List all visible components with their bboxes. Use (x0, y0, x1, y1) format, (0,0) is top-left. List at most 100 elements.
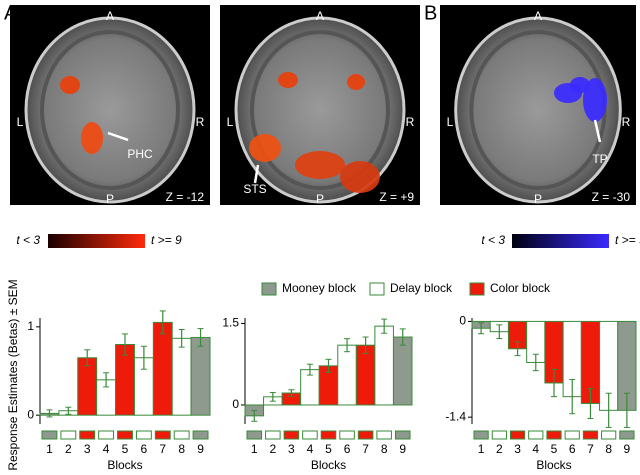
x-axis-label: Blocks (536, 458, 571, 472)
x-tick-label: 2 (496, 442, 503, 456)
x-tick-label: 5 (122, 442, 129, 456)
block-strip (41, 430, 58, 440)
colorbar-low: t < 3 (16, 233, 40, 247)
legend-label: Color block (490, 281, 551, 295)
block-strip (473, 430, 489, 440)
block-strip (582, 430, 599, 440)
x-tick-label: 2 (269, 442, 276, 456)
bar (392, 336, 413, 406)
bar (171, 337, 192, 416)
legend-label: Delay block (390, 281, 453, 295)
block-strip (357, 430, 374, 440)
x-tick-label: 7 (362, 442, 369, 456)
bar (152, 321, 173, 416)
activation (249, 134, 281, 162)
orientation-label: R (622, 115, 631, 129)
block-strip (601, 430, 617, 440)
colorbar-low: t < 3 (481, 233, 505, 247)
block-strip (173, 430, 190, 440)
x-tick-label: 9 (624, 442, 631, 456)
activation (340, 161, 380, 193)
orientation-label: R (196, 115, 205, 129)
block-strip (246, 430, 263, 440)
slice-label: Z = +9 (379, 190, 414, 204)
brain-outline (24, 16, 196, 204)
block-strip (509, 430, 526, 440)
x-tick-label: 2 (65, 442, 72, 456)
brain-outline (454, 16, 622, 204)
colorbar-high: t >= 9 (151, 233, 182, 247)
activation (81, 122, 103, 154)
y-tick-label: 0 (232, 397, 239, 411)
block-strip (192, 430, 209, 440)
x-tick-label: 8 (381, 442, 388, 456)
block-strip (265, 430, 281, 440)
x-tick-label: 3 (84, 442, 91, 456)
region-label: PHC (127, 147, 153, 161)
x-tick-label: 1 (478, 442, 485, 456)
brain-inner (40, 30, 180, 190)
block-strip (154, 430, 171, 440)
orientation-label: L (447, 115, 454, 129)
activation (295, 151, 345, 179)
panel-label: B (424, 2, 437, 24)
orientation-label: A (316, 9, 324, 23)
activation (570, 77, 590, 93)
block-strip (117, 430, 133, 440)
block-strip (546, 430, 562, 440)
bar (190, 336, 211, 416)
block-strip (339, 430, 355, 440)
x-tick-label: 5 (325, 442, 332, 456)
colorbar-high: t >= 9 (615, 233, 640, 247)
colorbar (512, 234, 609, 248)
activation (583, 78, 607, 122)
legend-swatch (469, 282, 485, 296)
orientation-label: P (106, 192, 114, 206)
x-tick-label: 4 (307, 442, 314, 456)
activation (278, 72, 298, 88)
y-tick-label: 1 (27, 319, 34, 333)
legend-swatch (261, 282, 277, 296)
orientation-label: P (316, 192, 324, 206)
orientation-label: A (534, 9, 542, 23)
x-tick-label: 7 (587, 442, 594, 456)
x-tick-label: 4 (532, 442, 539, 456)
bar (77, 357, 98, 416)
block-strip (135, 430, 152, 440)
block-strip (528, 430, 544, 440)
block-strip (60, 430, 77, 440)
y-axis-label: Response Estimates (Betas) ± SEM (6, 279, 20, 470)
x-tick-label: 8 (178, 442, 185, 456)
colorbar (48, 234, 145, 248)
block-strip (79, 430, 96, 440)
orientation-label: R (406, 115, 415, 129)
y-tick-label: 0 (27, 407, 34, 421)
x-tick-label: 1 (46, 442, 53, 456)
legend-swatch (369, 282, 385, 296)
activation (60, 76, 80, 94)
block-strip (98, 430, 115, 440)
x-axis-label: Blocks (107, 458, 142, 472)
slice-label: Z = -12 (166, 190, 205, 204)
orientation-label: A (106, 9, 114, 23)
x-tick-label: 6 (344, 442, 351, 456)
orientation-label: L (227, 115, 234, 129)
x-tick-label: 9 (197, 442, 204, 456)
region-label: STS (243, 182, 266, 196)
block-strip (619, 430, 635, 440)
block-strip (376, 430, 392, 440)
x-tick-label: 1 (251, 442, 258, 456)
y-tick-label: -1.4 (445, 409, 466, 423)
block-strip (302, 430, 318, 440)
x-tick-label: 6 (141, 442, 148, 456)
block-strip (394, 430, 411, 440)
block-strip (320, 430, 337, 440)
block-strip (283, 430, 300, 440)
region-label: TP (592, 152, 607, 166)
x-tick-label: 8 (605, 442, 612, 456)
x-tick-label: 6 (569, 442, 576, 456)
x-axis-label: Blocks (311, 458, 346, 472)
activation (347, 74, 365, 90)
orientation-label: P (534, 192, 542, 206)
